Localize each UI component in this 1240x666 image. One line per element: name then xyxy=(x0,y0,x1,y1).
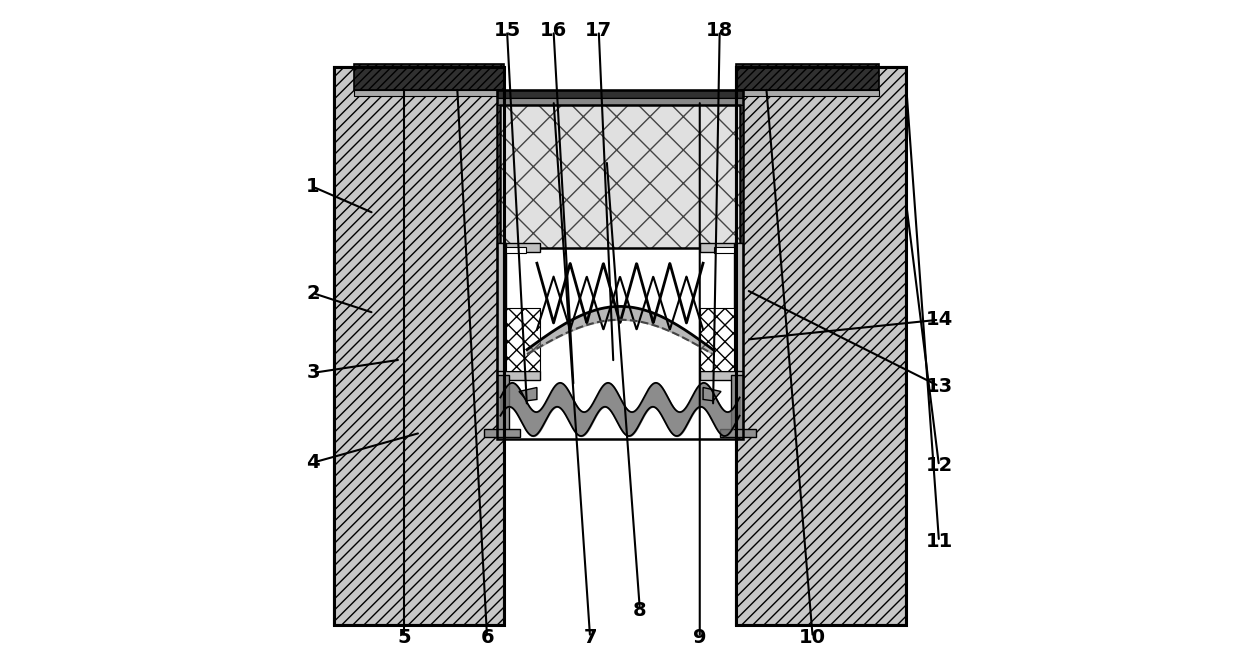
Bar xyxy=(699,371,743,380)
Text: 10: 10 xyxy=(800,628,826,647)
Bar xyxy=(719,429,756,438)
Text: 14: 14 xyxy=(925,310,952,329)
Text: 15: 15 xyxy=(494,21,521,40)
Bar xyxy=(355,64,503,91)
Text: 8: 8 xyxy=(634,601,647,620)
Bar xyxy=(714,246,734,253)
Text: 12: 12 xyxy=(925,456,952,476)
Polygon shape xyxy=(703,388,720,401)
Bar xyxy=(734,243,743,380)
Bar xyxy=(737,67,905,625)
Bar xyxy=(501,105,739,248)
Text: 17: 17 xyxy=(585,21,613,40)
Bar xyxy=(497,91,743,99)
Bar xyxy=(497,243,541,252)
Bar xyxy=(501,105,739,248)
Text: 6: 6 xyxy=(480,628,494,647)
Bar xyxy=(497,98,743,105)
Text: 9: 9 xyxy=(693,628,707,647)
Text: 16: 16 xyxy=(539,21,567,40)
Text: 1: 1 xyxy=(306,177,320,196)
Bar xyxy=(699,243,743,252)
Bar xyxy=(732,375,743,432)
Text: 4: 4 xyxy=(306,453,320,472)
Text: 3: 3 xyxy=(306,364,320,382)
Bar xyxy=(506,308,541,371)
Text: 13: 13 xyxy=(925,377,952,396)
Bar xyxy=(497,243,506,380)
Bar xyxy=(737,64,879,91)
Bar xyxy=(497,371,541,380)
Text: 5: 5 xyxy=(397,628,410,647)
Bar xyxy=(699,308,734,371)
Text: 2: 2 xyxy=(306,284,320,302)
Polygon shape xyxy=(520,388,537,401)
Bar xyxy=(497,91,743,440)
Bar xyxy=(484,429,521,438)
Text: 18: 18 xyxy=(706,21,733,40)
Bar xyxy=(355,90,503,96)
Bar xyxy=(506,246,526,253)
Bar xyxy=(335,67,503,625)
Bar xyxy=(497,375,508,432)
Text: 7: 7 xyxy=(583,628,596,647)
Bar xyxy=(737,90,879,96)
Bar xyxy=(737,67,905,625)
Text: 11: 11 xyxy=(925,532,952,551)
Bar xyxy=(335,67,503,625)
